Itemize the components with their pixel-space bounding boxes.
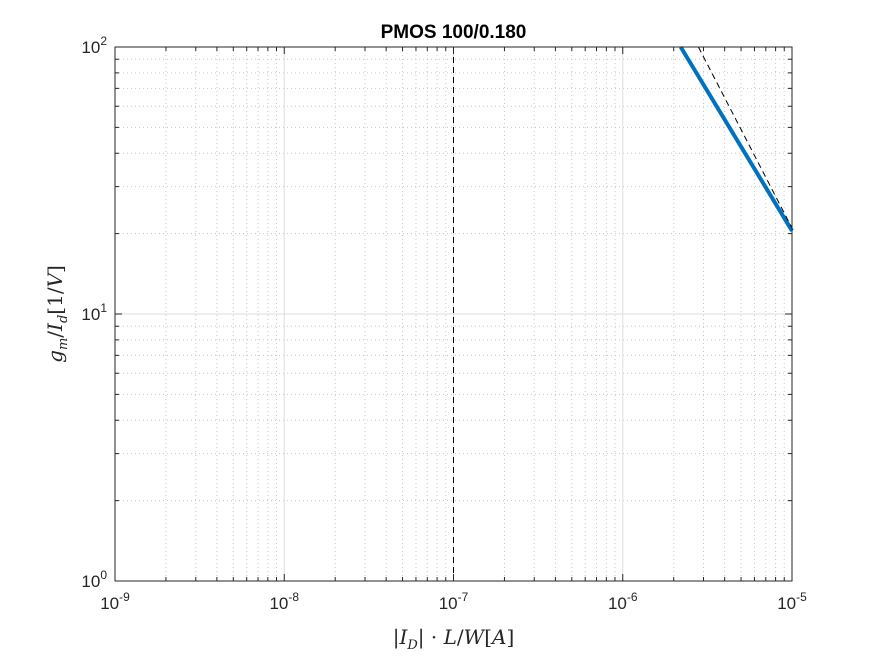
- ticks-layer: 10-9 10-8 10-7 10-6 10-5 100 101 102: [81, 34, 807, 613]
- x-tick-label: 10-5: [777, 590, 807, 613]
- x-tick-label: 10-8: [269, 590, 299, 613]
- y-tick-label: 101: [81, 301, 107, 324]
- x-tick-label: 10-7: [439, 590, 469, 613]
- y-axis-label: gm/Id[1/V]: [43, 265, 71, 363]
- x-tick-label: 10-6: [608, 590, 638, 613]
- series-line-dashed: [697, 46, 793, 229]
- chart-title: PMOS 100/0.180: [381, 22, 527, 43]
- minor-grid: [115, 47, 792, 581]
- y-tick-label: 102: [81, 34, 107, 57]
- x-axis-label: |ID| · L/W[A]: [393, 625, 515, 653]
- y-tick-label: 100: [81, 568, 107, 591]
- series-line-solid: [678, 45, 794, 232]
- series-layer: [453, 45, 794, 581]
- x-tick-label: 10-9: [100, 590, 130, 613]
